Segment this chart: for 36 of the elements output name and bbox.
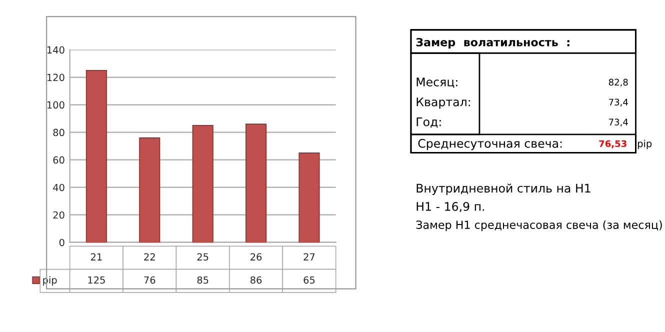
y-tick-label: 140 [47,46,64,54]
bar [86,70,107,242]
bar [298,152,320,242]
data-label: 65 [304,276,315,284]
text: Замер H1 среднечасовая свеча (за месяц) [416,220,662,232]
y-tick-label: 0 [59,238,64,246]
data-label: 125 [88,276,105,284]
text: Замер волатильность : [416,38,570,49]
x-tick-label: 22 [144,253,155,260]
data-label: 76 [144,276,156,284]
y-tick-label: 120 [47,74,64,82]
y-tick-label: 20 [53,211,64,219]
data-label: 86 [250,276,262,284]
bar [192,125,214,242]
y-tick-label: 60 [53,156,64,164]
x-tick-label: 26 [250,253,262,261]
text: 73,4 [609,118,628,126]
text: 82,8 [608,78,628,87]
y-tick-label: 40 [53,184,64,192]
x-tick-label: 25 [197,253,208,261]
text: 76,53 [599,140,626,148]
text: H1 - 16,9 п. [416,202,484,212]
text: Месяц: [416,78,458,88]
text: Квартал: [416,98,470,109]
text: pip [638,140,652,150]
text: Год: [416,117,441,128]
text: Внутридневной стиль на H1 [416,184,590,195]
text: Среднесуточная свеча: [418,138,562,150]
bar [245,124,267,242]
x-tick-label: 27 [304,253,315,260]
y-tick-label: 80 [53,128,64,136]
bar [139,137,160,242]
data-label: 85 [197,276,208,284]
x-tick-label: 21 [90,253,102,260]
text: 73,4 [609,98,628,106]
y-tick-label: 100 [47,101,64,109]
